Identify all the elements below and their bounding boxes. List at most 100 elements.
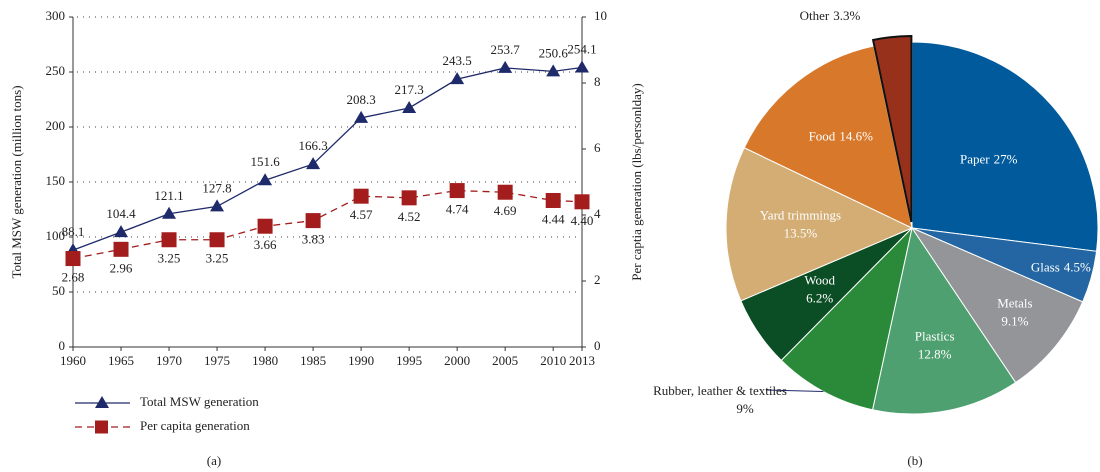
marker xyxy=(258,173,273,186)
marker xyxy=(306,157,321,170)
y2-tick-label: 4 xyxy=(594,206,601,221)
data-label: 3.25 xyxy=(206,251,229,266)
data-label: 4.44 xyxy=(542,211,565,226)
pie-slice xyxy=(743,45,913,229)
pie-slice xyxy=(871,35,913,223)
slice-value: 27% xyxy=(994,151,1018,166)
data-label: 4.74 xyxy=(446,202,469,217)
slice-label: Yard trimmings xyxy=(760,208,841,223)
data-label: 2.96 xyxy=(110,260,133,275)
legend-label: Total MSW generation xyxy=(140,394,259,409)
x-tick-label: 1985 xyxy=(300,353,326,368)
data-label: 3.66 xyxy=(254,237,277,252)
slice-label: Rubber, leather & textiles xyxy=(653,383,787,398)
data-label: 243.5 xyxy=(443,53,472,68)
pie-slice xyxy=(780,226,913,411)
marker xyxy=(162,206,177,219)
marker xyxy=(113,241,129,257)
data-label: 217.3 xyxy=(395,82,424,97)
data-label: 208.3 xyxy=(346,92,375,107)
slice-label: Wood xyxy=(804,273,835,288)
y-tick-label: 50 xyxy=(52,283,65,298)
pie-slice xyxy=(910,226,1084,384)
slice-value: 9.1% xyxy=(1001,314,1028,329)
pie-slice xyxy=(871,226,1017,415)
marker xyxy=(450,72,465,85)
marker xyxy=(209,232,225,248)
slice-label: Other 3.3% xyxy=(800,8,861,23)
data-label: 4.57 xyxy=(350,207,373,222)
caption: (b) xyxy=(907,453,922,468)
y-tick-label: 150 xyxy=(46,173,66,188)
marker xyxy=(210,199,225,212)
slice-label: Plastics xyxy=(915,329,955,344)
slice-value: 9% xyxy=(736,401,754,416)
y-tick-label: 200 xyxy=(46,118,66,133)
marker xyxy=(257,218,273,234)
slice-label: Paper 27% xyxy=(960,151,1018,166)
marker xyxy=(449,183,465,199)
caption: (a) xyxy=(207,453,221,468)
marker xyxy=(545,192,561,208)
y2-tick-label: 8 xyxy=(594,74,601,89)
slice-category: Food xyxy=(809,128,836,143)
series-line xyxy=(72,66,583,251)
series-line xyxy=(72,189,583,260)
legend-label: Per capita generation xyxy=(140,418,250,433)
data-label: 250.6 xyxy=(539,45,569,60)
slice-category: Glass xyxy=(1031,260,1060,275)
x-tick-label: 1965 xyxy=(108,353,134,368)
y-tick-label: 300 xyxy=(46,8,66,23)
y2-tick-label: 10 xyxy=(594,8,607,23)
pie-slice xyxy=(725,147,914,302)
y-tick-label: 0 xyxy=(59,338,66,353)
y-tick-label: 100 xyxy=(46,228,66,243)
data-label: 4.69 xyxy=(494,203,517,218)
x-tick-label: 2010 xyxy=(540,353,566,368)
slice-label: Metals xyxy=(997,296,1032,311)
marker xyxy=(161,232,177,248)
y2-tick-label: 2 xyxy=(594,272,601,287)
marker xyxy=(353,188,369,204)
slice-category: Other xyxy=(800,8,830,23)
pie-slice xyxy=(911,41,1099,252)
slice-value: 14.6% xyxy=(839,128,873,143)
marker xyxy=(305,213,321,229)
y-tick-label: 250 xyxy=(46,63,66,78)
data-label: 3.25 xyxy=(158,251,181,266)
y2-tick-label: 6 xyxy=(594,140,601,155)
x-tick-label: 2013 xyxy=(569,353,595,368)
x-tick-label: 2005 xyxy=(492,353,518,368)
data-label: 2.68 xyxy=(62,270,85,285)
marker xyxy=(498,60,513,73)
x-tick-label: 2000 xyxy=(444,353,470,368)
marker xyxy=(574,194,590,210)
x-tick-label: 1980 xyxy=(252,353,278,368)
data-label: 4.52 xyxy=(398,209,421,224)
data-label: 254.1 xyxy=(567,41,596,56)
legend-marker xyxy=(95,396,109,408)
leader-line xyxy=(765,389,824,393)
data-label: 88.1 xyxy=(62,224,85,239)
data-label: 121.1 xyxy=(154,188,183,203)
x-tick-label: 1975 xyxy=(204,353,230,368)
marker xyxy=(575,60,589,73)
slice-value: 13.5% xyxy=(784,226,818,241)
data-label: 4.40 xyxy=(571,213,594,228)
x-tick-label: 1960 xyxy=(60,353,86,368)
marker xyxy=(65,251,81,267)
data-label: 253.7 xyxy=(491,42,521,57)
y-axis-label: Total MSW generation (million tons) xyxy=(9,85,24,278)
data-label: 127.8 xyxy=(202,180,231,195)
marker xyxy=(401,190,417,206)
x-tick-label: 1990 xyxy=(348,353,374,368)
y2-tick-label: 0 xyxy=(594,338,601,353)
marker xyxy=(497,184,513,200)
data-label: 166.3 xyxy=(298,138,327,153)
data-label: 3.83 xyxy=(302,232,325,247)
slice-value: 4.5% xyxy=(1064,260,1091,275)
data-label: 151.6 xyxy=(250,154,280,169)
slice-value: 3.3% xyxy=(833,8,860,23)
